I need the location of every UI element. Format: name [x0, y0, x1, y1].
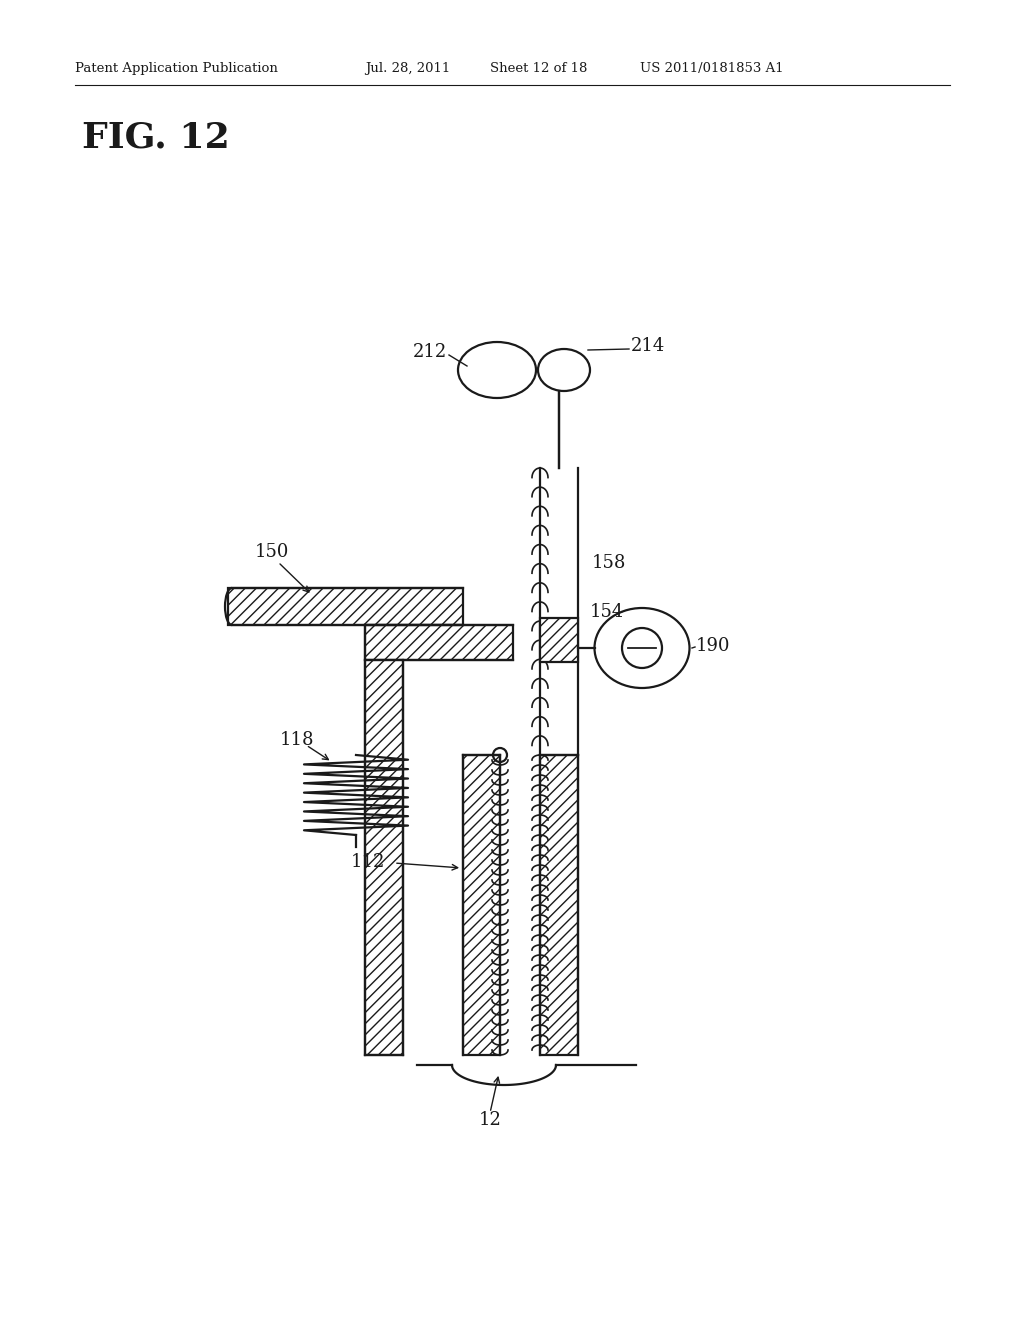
- Text: Patent Application Publication: Patent Application Publication: [75, 62, 278, 75]
- Text: 12: 12: [478, 1111, 502, 1129]
- Text: 158: 158: [592, 554, 627, 572]
- Text: 214: 214: [631, 337, 666, 355]
- Text: 150: 150: [255, 543, 289, 561]
- Bar: [365, 624, 513, 660]
- Text: 212: 212: [413, 343, 447, 360]
- Bar: [228, 587, 463, 624]
- Text: Sheet 12 of 18: Sheet 12 of 18: [490, 62, 588, 75]
- Text: 154: 154: [590, 603, 625, 620]
- Bar: [540, 755, 578, 1055]
- Text: US 2011/0181853 A1: US 2011/0181853 A1: [640, 62, 783, 75]
- Text: 118: 118: [280, 731, 314, 748]
- Bar: [463, 755, 500, 1055]
- Text: 112: 112: [350, 853, 385, 871]
- Text: FIG. 12: FIG. 12: [82, 120, 229, 154]
- Bar: [365, 660, 403, 1055]
- Bar: [540, 618, 578, 663]
- Text: 190: 190: [696, 638, 730, 655]
- Text: Jul. 28, 2011: Jul. 28, 2011: [365, 62, 451, 75]
